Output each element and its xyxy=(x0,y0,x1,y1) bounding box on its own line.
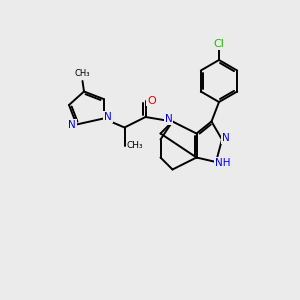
Text: NH: NH xyxy=(215,158,230,168)
Text: CH₃: CH₃ xyxy=(75,69,90,78)
Text: N: N xyxy=(68,119,76,130)
Text: N: N xyxy=(222,133,230,143)
Text: N: N xyxy=(104,112,112,122)
Text: N: N xyxy=(165,114,172,124)
Text: Cl: Cl xyxy=(214,39,224,50)
Text: O: O xyxy=(147,95,156,106)
Text: CH₃: CH₃ xyxy=(127,141,143,150)
